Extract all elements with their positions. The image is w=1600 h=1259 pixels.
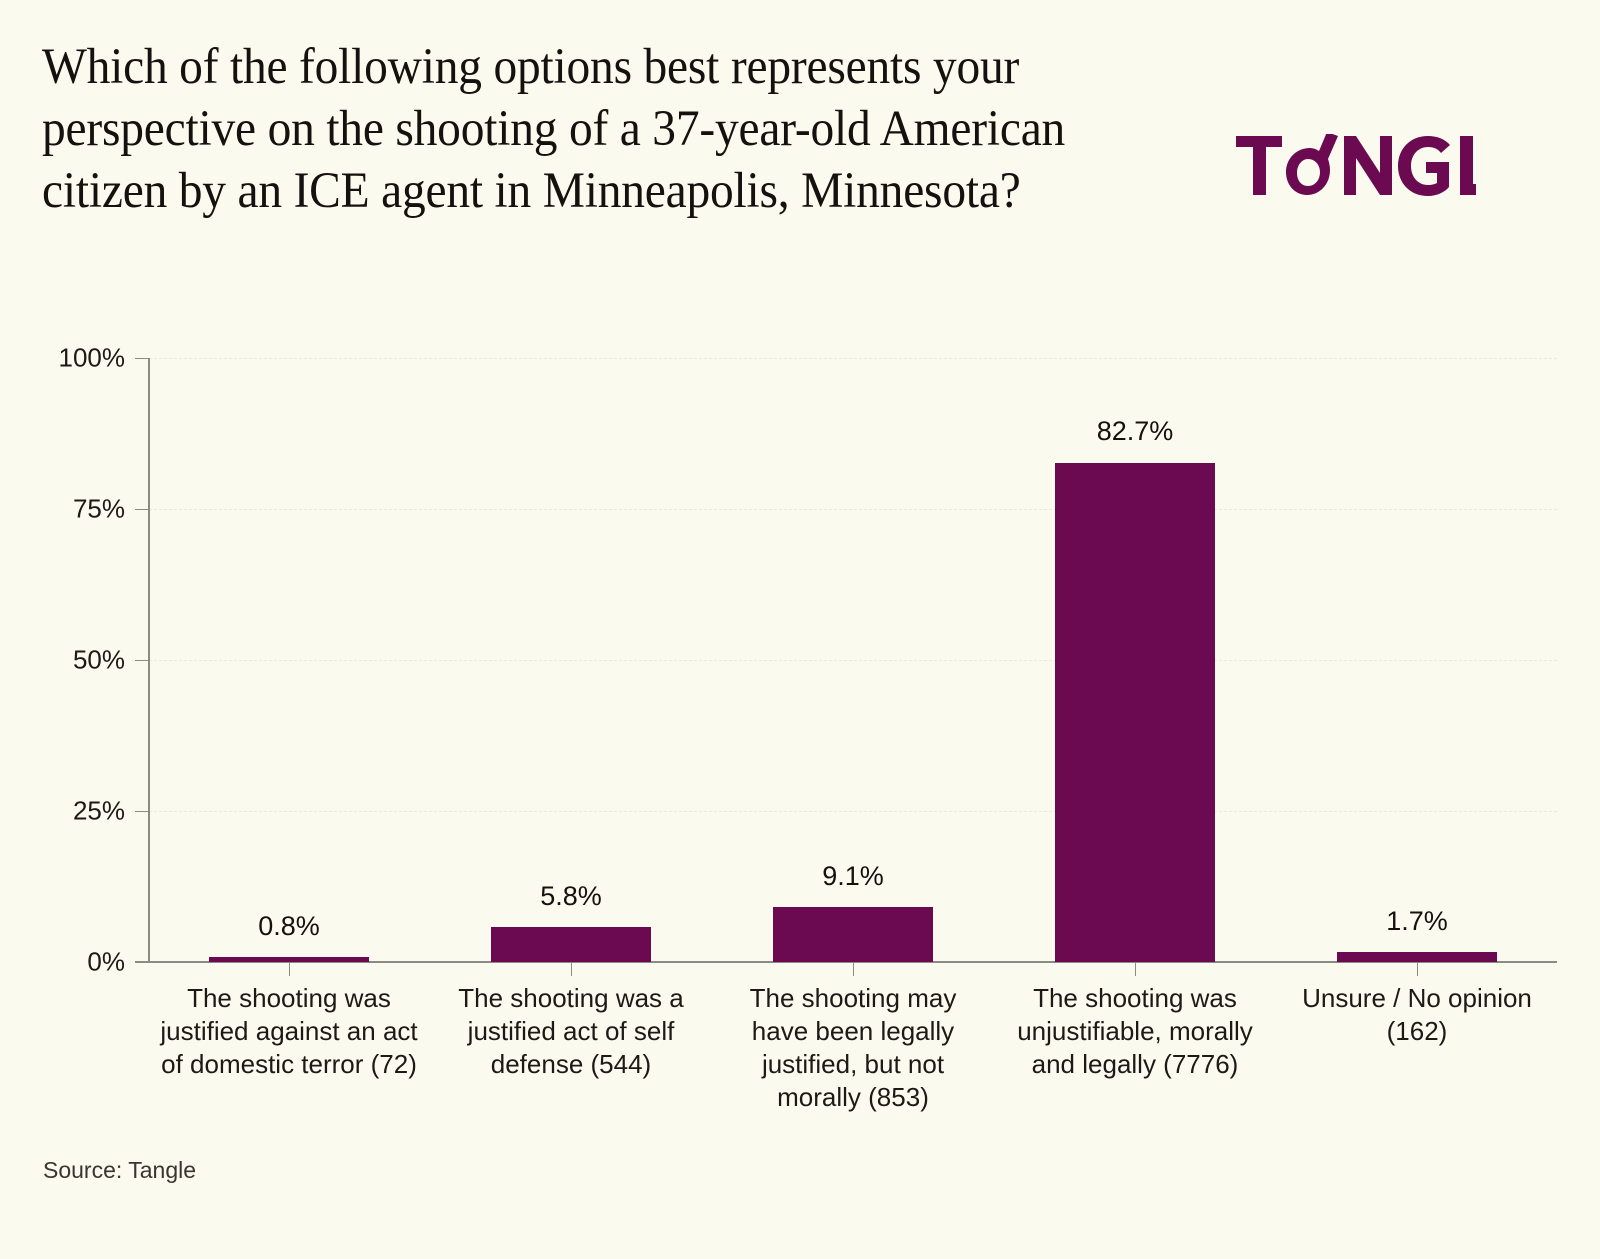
gridline-50 <box>149 660 1557 661</box>
bar-value-3: 9.1% <box>822 861 884 892</box>
y-axis-label-100: 100% <box>58 342 126 373</box>
gridline-25 <box>149 811 1557 812</box>
x-tick-mark-3 <box>853 962 854 976</box>
x-axis-category-label-4: The shooting was unjustifiable, morally … <box>1017 983 1253 1079</box>
y-tick-mark-50 <box>135 660 148 661</box>
x-tick-mark-4 <box>1135 962 1136 976</box>
gridline-100 <box>149 358 1557 359</box>
y-axis-label-0: 0% <box>87 946 125 977</box>
chart-header: Which of the following options best repr… <box>0 0 1600 320</box>
bar-value-1: 0.8% <box>258 911 320 942</box>
y-axis-label-75: 75% <box>72 493 125 524</box>
bar-2[interactable] <box>491 926 651 962</box>
x-axis-category-label-1: The shooting was justified against an ac… <box>160 983 418 1079</box>
bar-slot-5: 1.7% <box>1276 0 1558 962</box>
x-axis-category-label-5: Unsure / No opinion (162) <box>1302 983 1532 1046</box>
y-tick-mark-75 <box>135 509 148 510</box>
bar-5[interactable] <box>1337 951 1497 962</box>
bar-1[interactable] <box>209 957 369 962</box>
bar-value-4: 82.7% <box>1096 416 1174 447</box>
x-tick-mark-2 <box>571 962 572 976</box>
bar-3[interactable] <box>773 907 933 962</box>
bar-value-2: 5.8% <box>540 880 602 911</box>
y-axis-line <box>148 358 150 962</box>
bar-slot-1: 0.8% <box>148 0 430 962</box>
tangle-logo <box>1236 134 1476 196</box>
gridline-75 <box>149 509 1557 510</box>
y-tick-mark-100 <box>135 358 148 359</box>
bar-4[interactable] <box>1055 462 1215 962</box>
source-note: Source: Tangle <box>43 1157 197 1183</box>
page-title: Which of the following options best repr… <box>42 39 1066 219</box>
bar-slot-2: 5.8% <box>430 0 712 962</box>
bar-slot-4: 82.7% <box>994 0 1276 962</box>
y-tick-mark-25 <box>135 811 148 812</box>
x-tick-mark-1 <box>289 962 290 976</box>
x-axis-category-label-3: The shooting may have been legally justi… <box>749 983 957 1112</box>
x-axis-line <box>135 961 1557 963</box>
y-axis-label-25: 25% <box>72 795 125 826</box>
tangle-logo-icon <box>1236 134 1476 196</box>
bar-value-5: 1.7% <box>1386 905 1448 936</box>
x-tick-mark-5 <box>1417 962 1418 976</box>
bar-slot-3: 9.1% <box>712 0 994 962</box>
y-axis-label-50: 50% <box>72 644 125 675</box>
x-axis-category-label-2: The shooting was a justified act of self… <box>458 983 684 1079</box>
